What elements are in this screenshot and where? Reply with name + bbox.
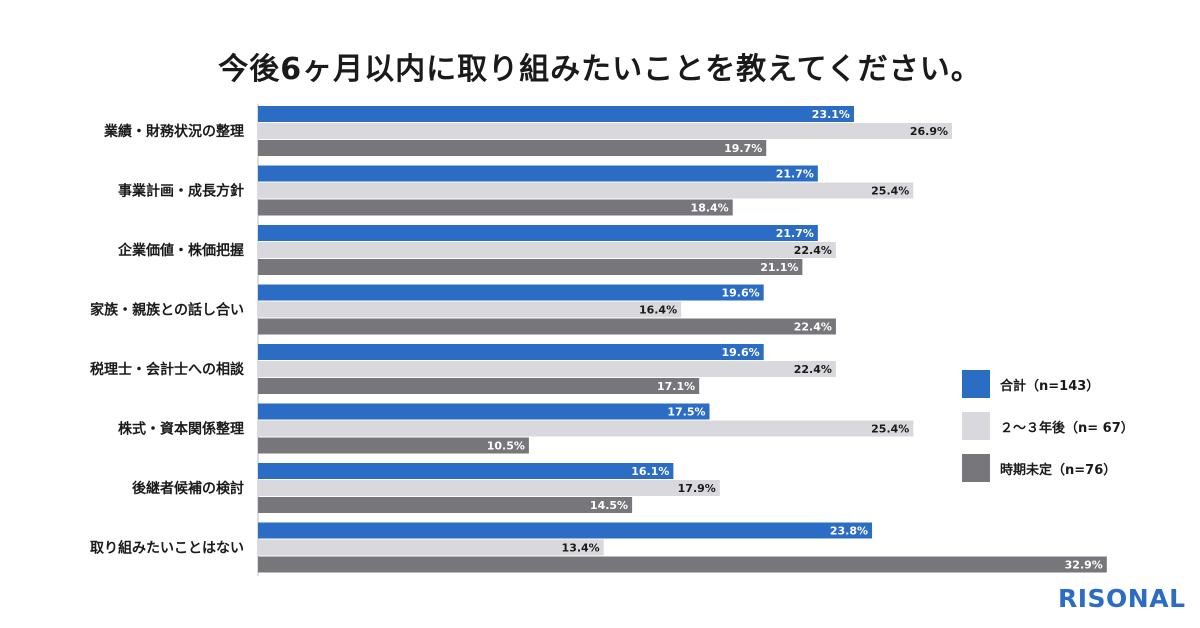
data-label: 18.4% — [691, 202, 729, 215]
data-label: 22.4% — [794, 321, 832, 334]
bar — [258, 123, 953, 139]
category-label: 家族・親族との話し合い — [90, 302, 244, 319]
legend-item-2-3-years: ２～３年後（n= 67） — [962, 412, 1134, 440]
category-label: 税理士・会計士への相談 — [90, 361, 245, 378]
bar — [258, 497, 633, 513]
data-label: 19.6% — [722, 346, 760, 359]
bar — [258, 378, 700, 394]
bar — [258, 225, 818, 241]
data-label: 17.1% — [657, 380, 695, 393]
bar — [258, 165, 818, 182]
bar — [258, 437, 529, 454]
data-label: 32.9% — [1065, 559, 1103, 572]
bar — [258, 318, 836, 335]
legend-label-2-3-years: ２～３年後（n= 67） — [1000, 420, 1134, 436]
bar — [258, 259, 803, 275]
bar — [258, 539, 604, 556]
bar — [258, 403, 710, 420]
bar — [258, 556, 1107, 573]
data-label: 17.9% — [678, 482, 716, 495]
data-label: 22.4% — [794, 244, 832, 257]
legend-swatch-total — [962, 370, 990, 398]
bar — [258, 301, 682, 318]
chart-title: 今後6ヶ月以内に取り組みたいことを教えてください。 — [218, 52, 982, 87]
category-label: 業績・財務状況の整理 — [103, 123, 244, 140]
bar — [258, 182, 914, 199]
data-label: 21.1% — [760, 261, 798, 274]
bar — [258, 361, 836, 377]
category-label: 株式・資本関係整理 — [118, 421, 244, 438]
data-label: 21.7% — [776, 168, 814, 181]
data-label: 14.5% — [590, 499, 628, 512]
legend: 合計（n=143） ２～３年後（n= 67） 時期未定（n=76） — [962, 370, 1134, 496]
data-label: 17.5% — [667, 406, 705, 419]
legend-label-total: 合計（n=143） — [1000, 378, 1100, 394]
bar — [258, 480, 720, 496]
bar — [258, 522, 873, 539]
bar — [258, 420, 914, 437]
data-label: 19.7% — [724, 142, 762, 155]
data-label: 21.7% — [776, 227, 814, 240]
data-label: 25.4% — [871, 185, 909, 198]
data-label: 26.9% — [910, 125, 948, 138]
bar — [258, 106, 854, 122]
legend-item-undecided: 時期未定（n=76） — [962, 454, 1134, 482]
data-label: 22.4% — [794, 363, 832, 376]
data-label: 10.5% — [487, 440, 525, 453]
bar — [258, 140, 767, 156]
bar — [258, 199, 733, 216]
data-label: 23.8% — [830, 525, 868, 538]
data-label: 16.1% — [631, 465, 669, 478]
bar — [258, 463, 674, 479]
bar — [258, 344, 764, 360]
brand-logo: RISONAL — [1058, 584, 1186, 613]
data-label: 13.4% — [562, 542, 600, 555]
category-label: 後継者候補の検討 — [132, 480, 244, 497]
legend-item-total: 合計（n=143） — [962, 370, 1134, 398]
category-label: 取り組みたいことはない — [90, 540, 244, 557]
data-label: 25.4% — [871, 423, 909, 436]
bar — [258, 242, 836, 258]
legend-swatch-undecided — [962, 454, 990, 482]
category-label: 企業価値・株価把握 — [117, 242, 244, 259]
legend-swatch-2-3-years — [962, 412, 990, 440]
data-label: 16.4% — [639, 304, 677, 317]
bar — [258, 284, 764, 301]
category-label: 事業計画・成長方針 — [118, 183, 244, 200]
data-label: 19.6% — [722, 287, 760, 300]
data-label: 23.1% — [812, 108, 850, 121]
legend-label-undecided: 時期未定（n=76） — [1000, 462, 1117, 478]
